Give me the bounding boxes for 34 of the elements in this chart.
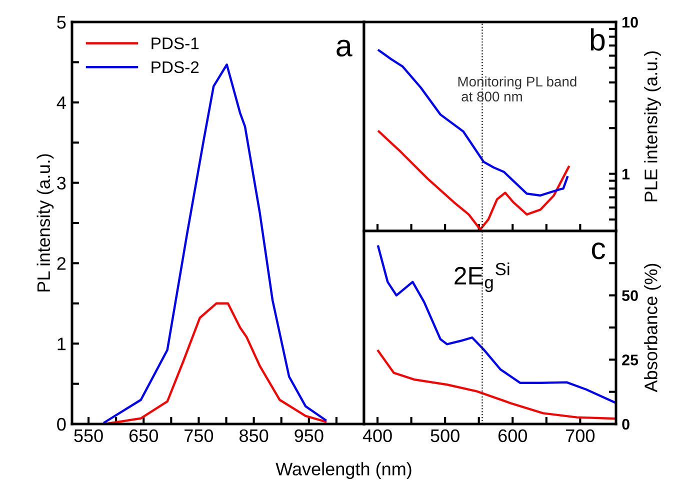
x-tick-label: 750 — [184, 429, 214, 442]
y-axis-title: PLE intensity (a.u.) — [644, 51, 661, 202]
legend-label: PDS-2 — [152, 61, 199, 74]
y-tick-label: 0 — [622, 418, 630, 430]
y-tick-label: 50 — [622, 290, 638, 302]
annotation: 2E$_{g}$$^{Si}$ — [454, 262, 510, 292]
y-tick-label: 1 — [622, 168, 630, 180]
x-tick-label: 850 — [240, 429, 268, 442]
annotation: Monitoring PL band at 800 nm — [458, 76, 576, 102]
x-tick-label: 600 — [498, 429, 527, 442]
line-series — [103, 302, 327, 424]
y-tick-label: 10 — [622, 16, 638, 28]
y-tick-label: 25 — [622, 354, 638, 366]
annotation: a — [336, 40, 352, 57]
y-axis-title: Absorbance (%) — [644, 264, 661, 392]
x-axis-title: Wavelength (nm) — [276, 462, 412, 479]
x-tick-label: 650 — [129, 429, 158, 442]
y-tick-label: 1 — [58, 338, 66, 350]
y-tick-label: 2 — [57, 257, 66, 270]
y-tick-label: 5 — [57, 16, 66, 29]
x-tick-label: 550 — [74, 429, 103, 442]
legend-label: PDS-1 — [152, 37, 199, 50]
annotation: c — [592, 242, 606, 260]
y-tick-label: 3 — [57, 176, 66, 190]
x-tick-label: 400 — [362, 429, 392, 442]
x-tick-label: 950 — [294, 429, 324, 442]
y-axis-title: PL intensity (a.u.) — [36, 154, 54, 292]
line-series — [377, 350, 616, 420]
x-tick-label: 700 — [566, 429, 595, 442]
x-tick-label: 500 — [430, 429, 460, 442]
y-tick-label: 0 — [57, 418, 66, 431]
y-tick-label: 4 — [56, 96, 66, 109]
line-series — [378, 130, 570, 231]
annotation: b — [590, 28, 605, 51]
